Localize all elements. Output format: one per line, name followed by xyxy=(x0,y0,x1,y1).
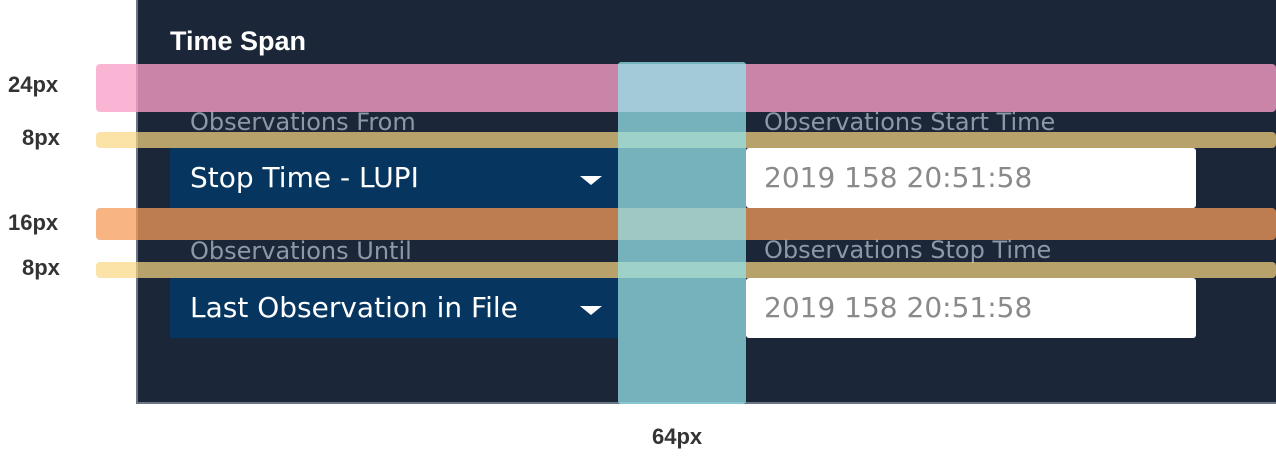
spacing-note: 64px xyxy=(652,424,703,449)
field-label: Observations From xyxy=(190,108,416,136)
select[interactable]: Stop Time - LUPI xyxy=(170,148,618,208)
select[interactable]: Last Observation in File xyxy=(170,278,618,338)
panel-title: Time Span xyxy=(170,26,307,56)
field-label: Observations Stop Time xyxy=(764,236,1052,264)
spacing-note: 16px xyxy=(8,210,59,235)
spacing-band xyxy=(618,62,746,404)
time-input[interactable]: 2019 158 20:51:58 xyxy=(746,148,1196,208)
spacing-note: 8px xyxy=(22,255,60,280)
time-input[interactable]: 2019 158 20:51:58 xyxy=(746,278,1196,338)
field-label: Observations Until xyxy=(190,237,412,265)
field-label: Observations Start Time xyxy=(764,108,1056,136)
spacing-note: 8px xyxy=(22,125,60,150)
spacing-note: 24px xyxy=(8,72,59,97)
